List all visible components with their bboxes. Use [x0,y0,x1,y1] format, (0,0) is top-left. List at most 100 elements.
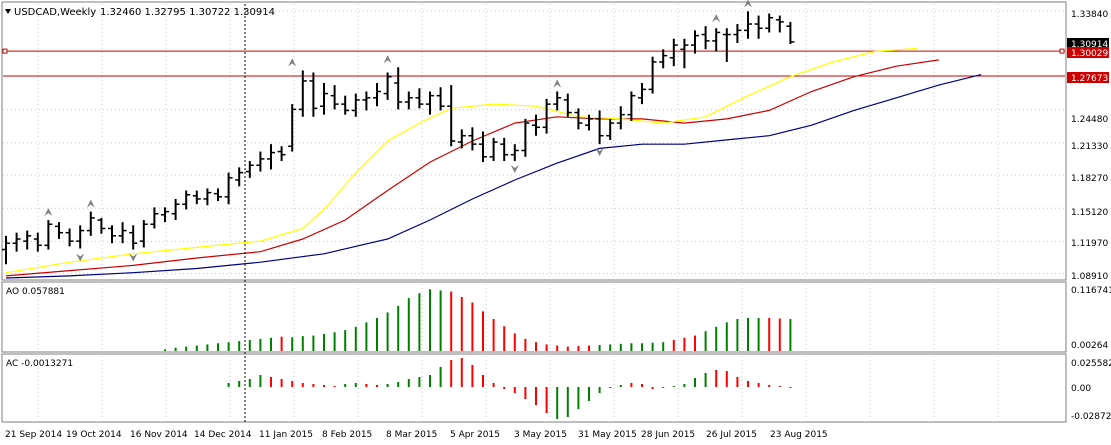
ohlc-bar [129,225,138,250]
ao-histogram [164,289,792,351]
price-tick: 1.18270 [1071,174,1108,184]
ohlc-bar [616,106,625,130]
current-price-box [1067,38,1109,49]
ma-fast-line [5,47,918,274]
ohlc-bar [320,83,328,115]
ohlc-bar [404,91,413,110]
ohlc-bar [192,190,201,205]
ohlc-label: 1.32460 1.32795 1.30722 1.30914 [100,7,275,18]
price-tick: 1.21330 [1071,142,1108,152]
ohlc-bar [426,91,434,115]
ohlc-bar [680,38,689,69]
grid-layer [3,4,1065,420]
ma-mid-line [5,59,939,277]
ohlc-bar [203,188,212,206]
ohlc-bar [712,28,721,52]
ohlc-bar [298,70,307,117]
price-tick: 1.08910 [1071,272,1108,282]
ac-tick-bottom: -0.028726 [1071,412,1111,422]
ac-panel[interactable] [1,353,1067,423]
ohlc-bar [786,21,795,45]
price-tick: 1.33840 [1071,10,1108,20]
ohlc-bar [161,207,169,223]
ohlc-bar [33,232,42,252]
ohlc-bar [224,172,233,205]
hline-price-box-1 [1067,47,1109,58]
fractal-down-icon [595,148,604,157]
ohlc-bar [436,87,445,111]
time-tick: 23 Aug 2015 [770,430,828,440]
fractal-down-icon [129,253,138,262]
time-tick: 19 Oct 2014 [66,430,122,440]
time-tick: 8 Mar 2015 [386,430,437,440]
ohlc-bar [595,110,604,145]
hline-price-box-2 [1067,72,1109,83]
time-tick: 11 Jan 2015 [259,430,313,440]
price-tick: 1.11970 [1071,239,1108,249]
hline-handle-left [2,48,8,54]
ohlc-bar [722,28,731,62]
ohlc-bar [457,129,466,149]
ohlc-bar [669,38,678,67]
price-axis[interactable]: 1.33840 1.24480 1.21330 1.18270 1.15120 … [1067,10,1109,282]
ao-tick-bottom: 0.00264 [1071,341,1108,351]
ohlc-bar [532,114,540,136]
ohlc-bar [489,137,498,162]
ohlc-bar [108,225,116,244]
dropdown-triangle-icon[interactable] [5,9,11,14]
ohlc-bar [330,85,339,110]
time-tick: 3 May 2015 [514,430,567,440]
fractal-up-icon [288,58,297,67]
ohlc-bar [648,56,657,94]
price-tick: 1.24480 [1071,115,1108,125]
ac-histogram [227,358,792,419]
ohlc-bar [744,11,752,39]
ohlc-bar [585,114,593,131]
hline-handle-right [1059,48,1065,54]
ohlc-bar [267,144,275,170]
time-tick: 8 Feb 2015 [322,430,372,440]
fractal-up-icon [712,14,721,23]
ma-slow-line [5,74,982,279]
ohlc-bar [86,211,95,236]
ohlc-bar [362,91,371,111]
ohlc-bar [256,151,265,172]
ohlc-bar [765,13,774,33]
ohlc-bar [235,167,244,187]
fractal-up-icon [383,55,392,64]
ohlc-bar [542,98,551,134]
ohlc-bar [139,220,148,248]
ohlc-bar [2,235,10,265]
ohlc-bar [182,190,191,210]
ohlc-bar [627,91,636,121]
ohlc-bar [394,67,403,110]
ac-tick-mid: 0.00 [1071,384,1091,394]
fractal-up-icon [86,199,95,208]
hline-price-label-1: 1.30029 [1071,49,1108,59]
ohlc-bar [574,108,583,130]
ohlc-bar [118,222,127,244]
fractal-down-icon [510,165,519,174]
ohlc-bar [415,88,424,109]
ohlc-bar [754,15,763,39]
ohlc-bar [500,137,509,162]
ohlc-bar [510,144,519,162]
ohlc-bar [638,83,646,105]
main-price-panel[interactable] [1,1,1067,281]
ao-tick-top: 0.116741 [1071,286,1111,296]
ohlc-bar [383,72,392,100]
ohlc-bar [341,95,350,115]
fractal-up-icon [44,208,53,217]
time-tick: 14 Dec 2014 [194,430,252,440]
horizontal-lines[interactable] [2,48,1065,77]
time-tick: 28 Jun 2015 [641,430,695,440]
ao-panel[interactable] [1,281,1067,353]
ohlc-bar [691,30,699,54]
ohlc-bar [277,146,286,162]
time-axis[interactable]: 21 Sep 2014 19 Oct 2014 16 Nov 2014 14 D… [5,430,828,440]
current-price-label: 1.30914 [1071,40,1108,50]
ohlc-bar [245,161,254,178]
fractal-markers [44,0,752,262]
